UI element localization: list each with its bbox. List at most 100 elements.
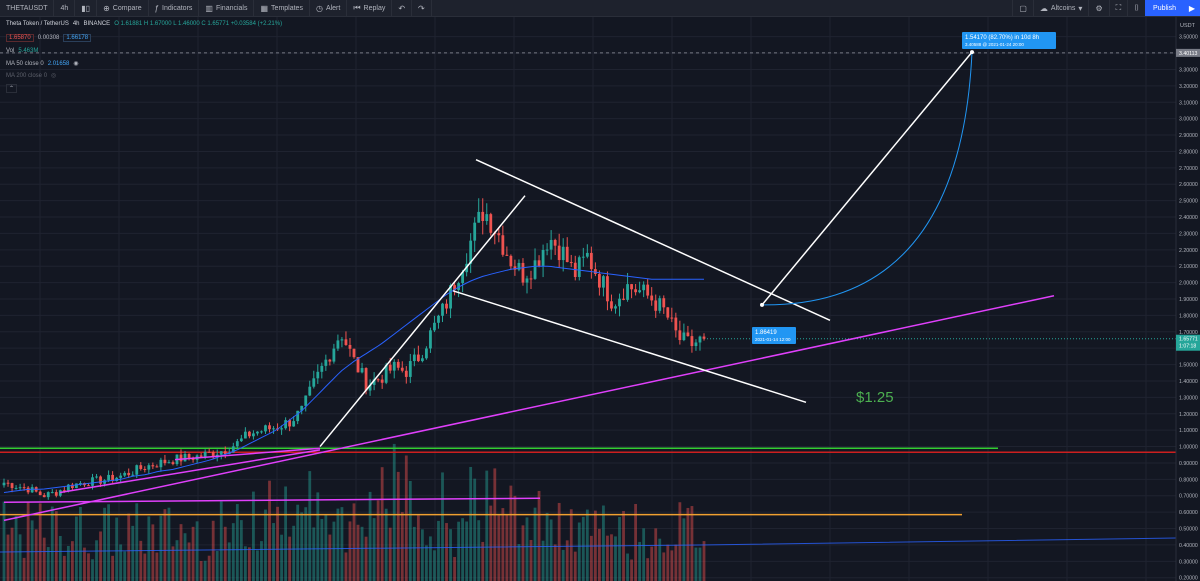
- price-tick-label: 1.20000: [1179, 412, 1198, 418]
- layout-button[interactable]: ▢: [1012, 0, 1033, 16]
- candle-body: [143, 468, 147, 470]
- candle-body: [328, 359, 332, 362]
- candle-body: [223, 451, 227, 455]
- volume-bar: [674, 544, 678, 581]
- undo-button[interactable]: ↶: [392, 0, 413, 16]
- candle-body: [553, 239, 557, 246]
- compare-button[interactable]: ⊕ Compare: [97, 0, 149, 16]
- volume-bar: [10, 527, 14, 581]
- candle-body: [99, 476, 102, 484]
- volume-bar: [50, 506, 54, 581]
- templates-button[interactable]: ▦ Templates: [254, 0, 310, 16]
- volume-bar: [473, 478, 477, 581]
- candle-body: [517, 262, 521, 270]
- candle-body: [219, 451, 223, 455]
- volume-bar: [344, 552, 348, 581]
- volume-bar: [634, 503, 638, 581]
- stream-button[interactable]: ▶: [1184, 0, 1200, 16]
- candle-body: [111, 474, 115, 481]
- candle-body: [622, 298, 625, 300]
- candle-body: [18, 487, 22, 489]
- candle-body: [513, 266, 517, 270]
- price-axis-bg: [1176, 17, 1200, 581]
- watchlist-button[interactable]: ☁ Altcoins ▾: [1032, 0, 1089, 16]
- candle-body: [610, 301, 613, 309]
- projection-curve: [761, 52, 973, 306]
- candle-body: [569, 262, 573, 264]
- volume-bar: [602, 505, 605, 581]
- volume-bar: [42, 537, 46, 581]
- volume-bar: [589, 535, 593, 581]
- eye-off-icon[interactable]: ◎: [51, 73, 57, 79]
- ask-price[interactable]: 1.66178: [63, 34, 92, 42]
- price-tick-label: 2.20000: [1179, 248, 1198, 254]
- candle-body: [654, 300, 658, 311]
- volume-bar: [123, 551, 127, 581]
- bid-price[interactable]: 1.65870: [6, 34, 34, 42]
- price-tick-label: 2.00000: [1179, 281, 1198, 287]
- volume-bar: [320, 518, 324, 581]
- price-tick-label: 2.50000: [1179, 199, 1198, 205]
- financials-label: Financials: [215, 4, 248, 12]
- candle-body: [481, 211, 485, 221]
- fullscreen-button[interactable]: ⛶: [1108, 0, 1128, 16]
- settings-button[interactable]: ⚙: [1088, 0, 1108, 16]
- grid: [0, 17, 1176, 581]
- price-tick-label: 3.00000: [1179, 117, 1198, 123]
- volume-bar: [179, 524, 183, 581]
- camera-icon: ⌷: [1134, 3, 1140, 12]
- candle-body: [412, 354, 416, 362]
- volume-bar: [191, 526, 195, 581]
- candle-body: [91, 477, 94, 486]
- candle-body: [183, 453, 187, 462]
- alert-button[interactable]: ◷ Alert: [310, 0, 348, 16]
- price-tick-label: 0.80000: [1179, 477, 1198, 483]
- alert-label: Alert: [325, 4, 341, 12]
- publish-button[interactable]: Publish: [1145, 0, 1184, 16]
- volume-bar: [614, 536, 617, 581]
- candle-body: [380, 379, 384, 383]
- candle-body: [167, 462, 171, 464]
- candle-body: [10, 483, 14, 489]
- candle-body: [634, 289, 638, 293]
- candle-body: [54, 492, 58, 496]
- candle-body: [272, 428, 275, 430]
- volume-bar: [525, 517, 529, 581]
- volume-bar: [336, 508, 340, 581]
- candle-body: [400, 367, 404, 371]
- volume-ma-line: [0, 537, 1177, 553]
- candle-body: [139, 465, 143, 469]
- volume-bar: [638, 541, 642, 581]
- financials-button[interactable]: ▥ Financials: [199, 0, 255, 16]
- candle-body: [425, 348, 428, 359]
- eye-icon[interactable]: ◉: [73, 61, 79, 67]
- drawings: 1.54170 (82.70%) in 10d 8h3.40588 @ 2021…: [3, 32, 1056, 522]
- volume-bar: [272, 523, 275, 581]
- indicators-button[interactable]: ƒ Indicators: [149, 0, 200, 16]
- symbol-search-button[interactable]: THETAUSDT: [0, 0, 55, 16]
- interval-button[interactable]: 4h: [54, 0, 76, 16]
- volume-bar: [58, 535, 62, 581]
- volume-bar: [195, 521, 199, 581]
- volume-bar: [529, 539, 533, 581]
- volume-bar: [469, 466, 473, 581]
- replay-button[interactable]: ⏮ Replay: [347, 0, 393, 16]
- measure-top-label-text: 1.54170 (82.70%) in 10d 8h: [965, 35, 1039, 41]
- chart-type-button[interactable]: ▮▯: [75, 0, 98, 16]
- collapse-legend-button[interactable]: ⌃: [6, 84, 18, 93]
- financials-icon: ▥: [205, 3, 213, 13]
- redo-button[interactable]: ↷: [412, 0, 432, 16]
- price-tick-label: 3.20000: [1179, 84, 1198, 90]
- volume-bar: [119, 544, 123, 581]
- candle-body: [304, 395, 308, 406]
- price-tick-label: 0.50000: [1179, 527, 1198, 533]
- candle-body: [525, 278, 529, 283]
- snapshot-button[interactable]: ⌷: [1127, 0, 1145, 16]
- candle-body: [256, 431, 259, 434]
- volume-bar: [433, 550, 436, 581]
- volume-bar: [569, 509, 573, 581]
- candle-body: [618, 298, 621, 307]
- price-tick-label: 3.10000: [1179, 100, 1198, 106]
- candle-body: [433, 322, 436, 331]
